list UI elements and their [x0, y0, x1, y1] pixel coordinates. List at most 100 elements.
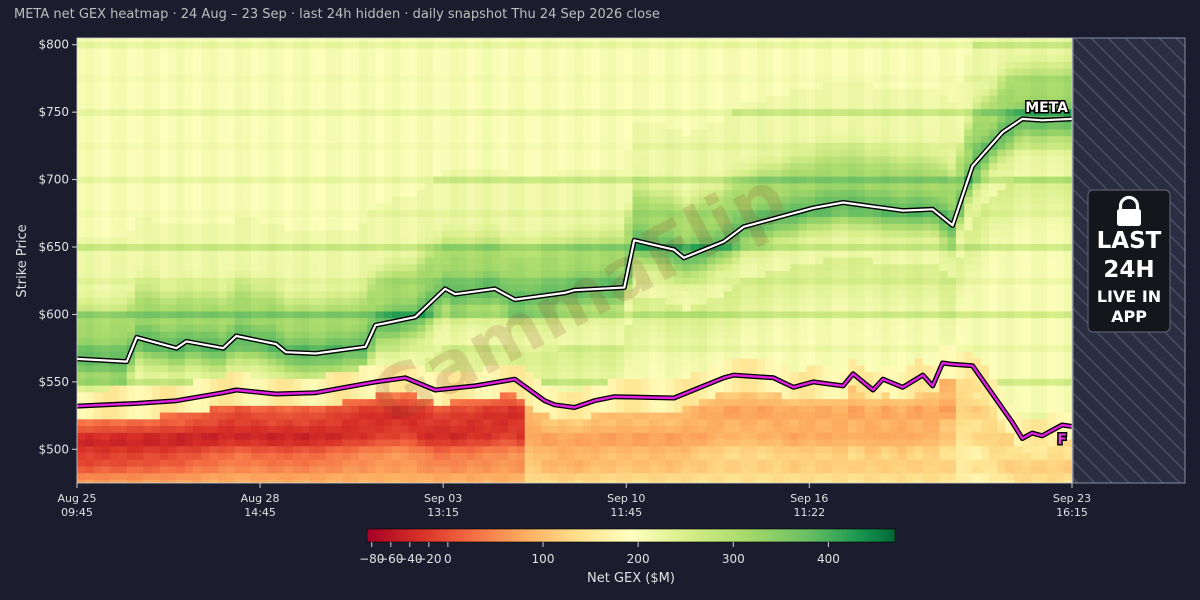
heatmap-cell [334, 38, 343, 42]
heatmap-cell [234, 115, 244, 123]
heatmap-cell [168, 176, 178, 184]
heatmap-cell [475, 95, 484, 103]
heatmap-cell [267, 41, 277, 49]
heatmap-cell [416, 439, 426, 447]
heatmap-cell [300, 277, 310, 285]
heatmap-cell [392, 304, 401, 312]
heatmap-cell [557, 385, 567, 393]
heatmap-cell [682, 88, 692, 96]
heatmap-cell [234, 425, 244, 433]
heatmap-cell [209, 270, 219, 278]
heatmap-cell [284, 358, 294, 366]
heatmap-cell [375, 317, 385, 325]
heatmap-cell [640, 75, 650, 83]
heatmap-cell [85, 230, 95, 238]
heatmap-cell [159, 418, 169, 427]
heatmap-cell [309, 324, 319, 332]
heatmap-cell [557, 162, 567, 170]
heatmap-cell [690, 452, 700, 460]
heatmap-cell [143, 365, 153, 373]
heatmap-cell [259, 38, 269, 42]
heatmap-cell [242, 189, 252, 197]
heatmap-cell [276, 439, 285, 447]
heatmap-cell [325, 479, 335, 483]
heatmap-cell [325, 432, 335, 440]
heatmap-cell [110, 412, 120, 420]
heatmap-cell [118, 122, 128, 130]
heatmap-cell [566, 122, 576, 130]
heatmap-cell [259, 317, 269, 325]
heatmap-cell [491, 129, 501, 137]
heatmap-cell [226, 257, 236, 265]
heatmap-cell [93, 344, 103, 352]
heatmap-cell [226, 439, 236, 447]
heatmap-cell [690, 398, 700, 406]
heatmap-cell [101, 176, 111, 184]
heatmap-cell [292, 311, 302, 319]
heatmap-cell [143, 257, 153, 265]
heatmap-cell [591, 459, 600, 467]
heatmap-cell [168, 257, 178, 265]
heatmap-cell [416, 81, 426, 89]
heatmap-cell [441, 203, 451, 211]
heatmap-cell [383, 135, 393, 143]
heatmap-cell [234, 317, 244, 325]
heatmap-cell [392, 344, 401, 352]
heatmap-cell [201, 263, 211, 272]
heatmap-cell [217, 41, 227, 49]
heatmap-cell [193, 142, 202, 150]
heatmap-cell [151, 290, 161, 298]
heatmap-cell [234, 412, 244, 420]
heatmap-cell [392, 243, 401, 251]
heatmap-cell [151, 263, 161, 272]
heatmap-cell [649, 445, 659, 454]
heatmap-cell [284, 472, 294, 481]
heatmap-cell [193, 81, 202, 89]
heatmap-cell [193, 297, 202, 305]
heatmap-cell [425, 203, 435, 211]
heatmap-cell [217, 358, 227, 366]
heatmap-cell [259, 466, 269, 474]
heatmap-cell [674, 385, 683, 393]
heatmap-cell [358, 115, 368, 123]
heatmap-cell [475, 405, 484, 413]
heatmap-cell [309, 405, 319, 413]
heatmap-cell [184, 317, 194, 325]
heatmap-cell [193, 317, 202, 325]
heatmap-cell [226, 371, 236, 379]
heatmap-cell [450, 162, 460, 170]
heatmap-cell [632, 142, 642, 150]
heatmap-cell [110, 445, 120, 454]
heatmap-cell [632, 196, 642, 204]
heatmap-cell [682, 223, 692, 231]
heatmap-cell [450, 344, 460, 352]
heatmap-cell [334, 250, 343, 258]
heatmap-cell [541, 129, 551, 137]
heatmap-cell [450, 48, 460, 56]
heatmap-cell [541, 236, 551, 245]
heatmap-cell [640, 48, 650, 56]
heatmap-cell [533, 162, 542, 170]
heatmap-cell [284, 452, 294, 460]
heatmap-cell [101, 155, 111, 164]
heatmap-cell [176, 338, 186, 346]
heatmap-cell [135, 324, 144, 332]
heatmap-cell [176, 243, 186, 251]
heatmap-cell [350, 155, 360, 164]
heatmap-cell [325, 162, 335, 170]
heatmap-cell [582, 270, 592, 278]
heatmap-cell [475, 439, 484, 447]
heatmap-cell [674, 209, 683, 218]
heatmap-cell [251, 324, 261, 332]
heatmap-cell [110, 338, 120, 346]
heatmap-cell [135, 358, 144, 366]
heatmap-cell [101, 142, 111, 150]
heatmap-cell [276, 169, 285, 177]
heatmap-cell [77, 115, 86, 123]
heatmap-cell [126, 75, 136, 83]
heatmap-cell [657, 169, 667, 177]
heatmap-cell [574, 304, 584, 312]
heatmap-cell [682, 216, 692, 224]
heatmap-cell [582, 68, 592, 76]
heatmap-cell [541, 243, 551, 251]
